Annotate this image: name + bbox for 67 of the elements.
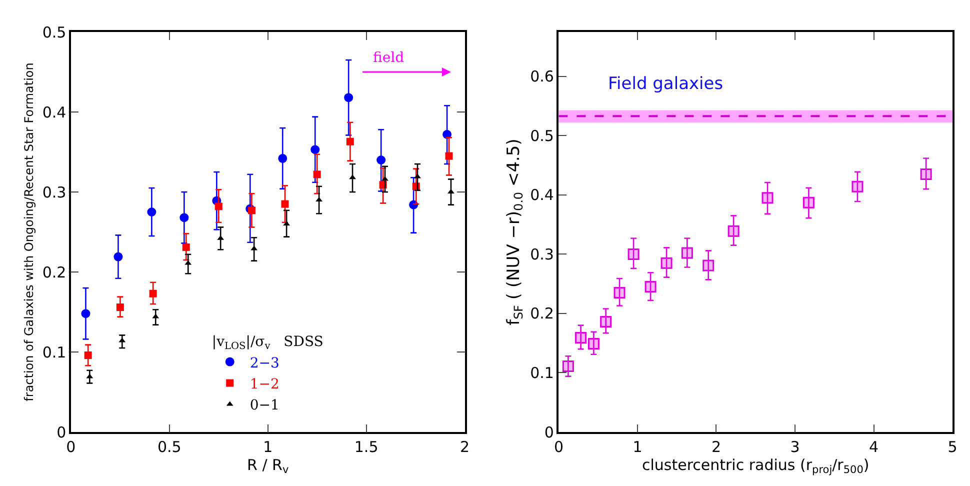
- x-tick-label: 1.5: [354, 438, 378, 456]
- legend-label: 1−2: [250, 376, 280, 392]
- point: [628, 248, 640, 260]
- y-tick-label: 0.6: [530, 68, 554, 86]
- y-tick-label: 0.3: [42, 183, 66, 202]
- x-tick-label: 2: [460, 438, 470, 456]
- legend-label: 2−3: [250, 355, 280, 372]
- y-tick-label: 0.5: [530, 126, 554, 145]
- text: |v$_{LOS}$|/σ$_{v}$ SDSS: [212, 334, 324, 352]
- x-tick-label: 1: [632, 438, 642, 456]
- y-tick-label: 0.4: [530, 186, 554, 204]
- point: [414, 174, 421, 178]
- y-axis-title: fraction of Galaxies with Ongoing/Recent Star Formation: [22, 62, 36, 402]
- x-tick-label: 4: [868, 438, 879, 456]
- point: [445, 152, 453, 160]
- point: [116, 303, 124, 311]
- x-tick-label: 0.5: [157, 438, 182, 456]
- point: [920, 168, 932, 180]
- x-tick-label: 3: [790, 438, 800, 456]
- y-tick-label: 0.2: [42, 263, 66, 282]
- point: [376, 156, 386, 164]
- point: [281, 200, 289, 208]
- x-tick-label: 2: [711, 438, 722, 456]
- y-tick-label: 0.1: [42, 343, 66, 362]
- x-axis-title: R / R$_{v}$: [247, 456, 289, 476]
- y-tick-label: 0.1: [530, 364, 554, 382]
- point: [802, 196, 814, 208]
- point: [562, 360, 574, 372]
- annotation: field: [373, 50, 404, 66]
- x-tick-label: 5: [948, 438, 958, 456]
- point: [344, 93, 354, 102]
- point: [313, 170, 321, 178]
- legend-label: 0−1: [250, 398, 280, 414]
- x-tick-label: 1: [263, 438, 273, 456]
- point: [84, 351, 92, 359]
- band-label: Field galaxies: [608, 74, 724, 94]
- point: [382, 176, 388, 181]
- point: [644, 281, 656, 293]
- point: [182, 243, 190, 251]
- point: [852, 180, 864, 192]
- y-tick-label: 0.5: [42, 23, 66, 42]
- point: [728, 225, 740, 237]
- y-tick-label: 0: [56, 423, 66, 442]
- point: [147, 208, 156, 216]
- point: [600, 316, 612, 328]
- point: [214, 202, 222, 210]
- y-tick-label: 0.3: [530, 245, 554, 264]
- point: [149, 290, 157, 298]
- point: [114, 252, 123, 262]
- point: [278, 154, 288, 163]
- point: [349, 174, 356, 180]
- y-tick-label: 0: [544, 423, 554, 442]
- y-tick-label: 0.2: [530, 304, 554, 323]
- point: [762, 192, 774, 204]
- point: [81, 309, 90, 318]
- point: [248, 206, 256, 214]
- point: [180, 213, 189, 222]
- point: [660, 257, 672, 269]
- point: [346, 138, 354, 146]
- point: [681, 247, 693, 259]
- point: [310, 145, 320, 154]
- point: [614, 286, 626, 298]
- point: [588, 338, 600, 350]
- point: [702, 260, 714, 272]
- x-axis-title: clustercentric radius (r$_{proj}$/r$_{500}$): [642, 456, 870, 476]
- y-tick-label: 0.4: [42, 103, 66, 122]
- point: [575, 332, 587, 344]
